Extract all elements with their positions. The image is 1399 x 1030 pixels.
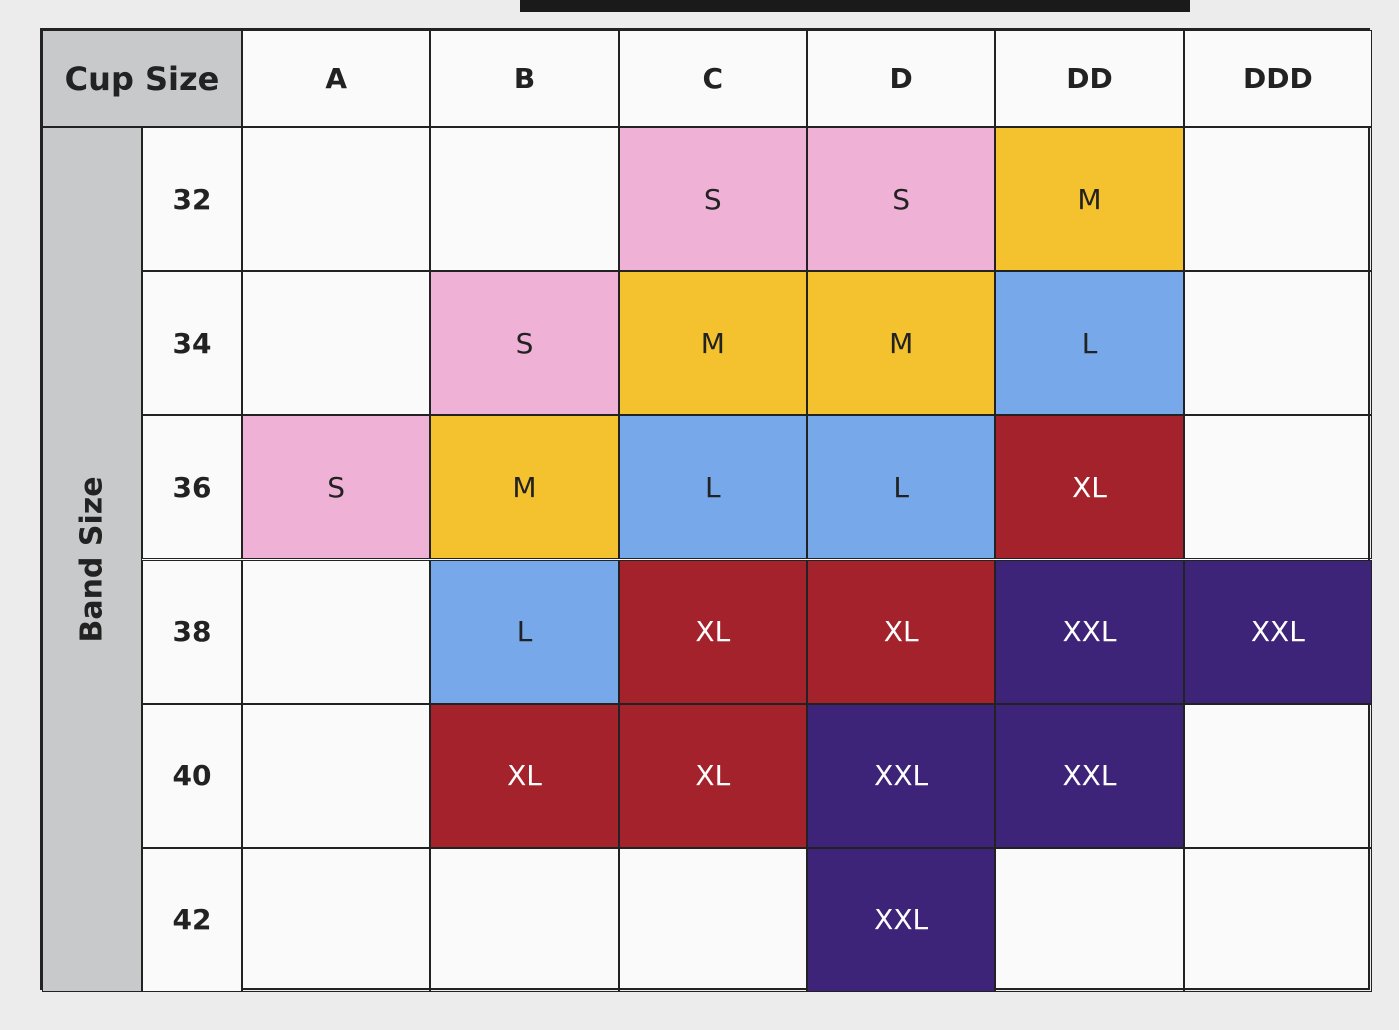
band-size: 36 [142,415,242,560]
size-cell-text: L [893,470,909,504]
size-cell-text: XL [695,759,731,793]
size-cell-text: S [515,326,534,360]
size-cell-text: XXL [1250,615,1305,649]
size-cell [1183,127,1372,272]
size-cell: XL [995,415,1184,560]
size-cell: L [995,271,1184,416]
size-cell: S [807,127,996,272]
size-cell [242,127,431,272]
band-size-text: 38 [172,615,212,649]
column-header-text: A [325,62,347,95]
size-cell: XL [807,559,996,704]
size-cell [430,847,619,992]
size-cell: S [430,271,619,416]
size-cell [242,271,431,416]
size-cell [1183,415,1372,560]
size-cell: XXL [1183,559,1372,704]
size-cell-text: XL [883,615,919,649]
size-cell-text: S [327,470,346,504]
size-cell: XL [618,559,807,704]
size-table: Cup Size Band Size A B C D DD DDD 32 S S M 34 S M M L 36 S… [40,28,1372,992]
band-size-text: 40 [172,759,212,793]
column-header-text: C [702,62,724,95]
size-cell [1183,703,1372,848]
size-cell: XXL [995,703,1184,848]
size-cell [1183,271,1372,416]
size-cell-text: M [512,470,537,504]
size-cell: S [242,415,431,560]
size-cell: XXL [995,559,1184,704]
row-header-label-text: Band Size [74,476,110,643]
size-cell [430,127,619,272]
size-cell-text: M [1077,182,1102,216]
band-size: 42 [142,847,242,992]
size-cell [995,847,1184,992]
size-cell [242,559,431,704]
size-cell-text: XXL [1062,615,1117,649]
background-shape [520,0,1190,12]
size-cell-text: XXL [1062,759,1117,793]
band-size-text: 32 [172,182,212,216]
band-size: 38 [142,559,242,704]
column-header-text: B [513,62,536,95]
size-cell: XL [618,703,807,848]
band-size: 32 [142,127,242,272]
column-header: B [430,30,619,127]
size-cell-text: XL [695,615,731,649]
column-header: DD [995,30,1184,127]
size-cell: XXL [807,703,996,848]
size-cell: M [807,271,996,416]
size-cell: M [995,127,1184,272]
row-header-label: Band Size [42,127,142,992]
size-cell-text: XXL [874,759,929,793]
size-cell: XL [430,703,619,848]
size-cell-text: M [700,326,725,360]
size-cell: L [807,415,996,560]
size-cell: M [430,415,619,560]
size-cell-text: S [703,182,722,216]
size-cell [1183,847,1372,992]
size-cell-text: XXL [874,903,929,937]
band-size-text: 42 [172,903,212,937]
size-cell-text: L [705,470,721,504]
column-header-text: DDD [1242,62,1313,95]
band-size-text: 36 [172,470,212,504]
column-header: C [618,30,807,127]
size-cell-text: S [892,182,911,216]
corner-label: Cup Size [42,30,242,127]
size-cell-text: L [516,615,533,649]
column-header: DDD [1183,30,1372,127]
column-header-text: DD [1066,62,1113,95]
size-cell: L [618,415,807,560]
column-header: D [807,30,996,127]
size-cell: M [618,271,807,416]
size-cell-text: XL [507,759,542,793]
size-cell-text: L [1081,326,1098,360]
size-cell: XXL [807,847,996,992]
corner-label-text: Cup Size [64,59,220,98]
band-size: 40 [142,703,242,848]
size-cell [618,847,807,992]
size-cell [242,847,431,992]
column-header: A [242,30,431,127]
size-cell [242,703,431,848]
size-cell: L [430,559,619,704]
size-cell-text: M [889,326,914,360]
column-header-text: D [889,62,913,95]
band-size: 34 [142,271,242,416]
size-cell: S [618,127,807,272]
size-cell-text: XL [1072,470,1107,504]
band-size-text: 34 [172,326,212,360]
